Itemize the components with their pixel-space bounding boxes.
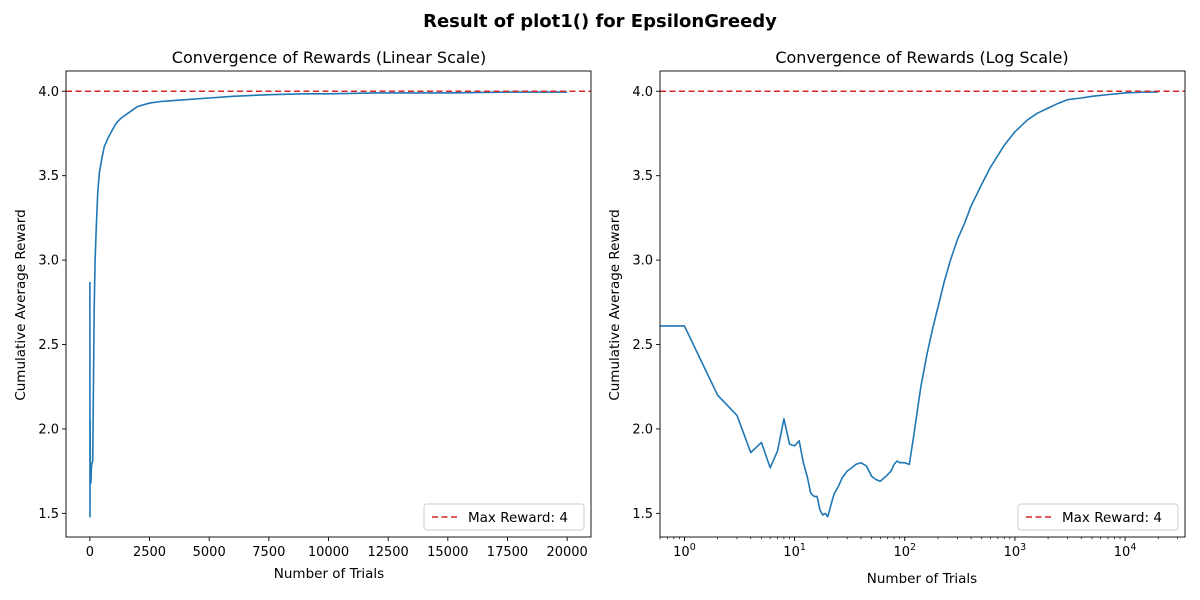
y-axis-label: Cumulative Average Reward: [13, 209, 29, 400]
x-tick-label: 20000: [546, 545, 587, 560]
axes-frame: [65, 70, 592, 538]
legend-label: Max Reward: 4: [468, 510, 568, 526]
legend-box: [423, 503, 585, 531]
x-tick-label: 10000: [308, 545, 349, 560]
x-tick-label: 7500: [252, 545, 285, 560]
x-tick-label: 12500: [367, 545, 408, 560]
figure-suptitle: Result of plot1() for EpsilonGreedy: [423, 11, 777, 32]
y-tick-label: 1.5: [632, 507, 653, 522]
series-line: [89, 91, 568, 518]
y-tick-label: 2.0: [38, 422, 59, 437]
y-tick-label: 1.5: [38, 507, 59, 522]
x-tick-label: 103: [1004, 542, 1027, 560]
x-tick-label: 100: [673, 542, 696, 560]
y-tick-label: 4.0: [632, 85, 653, 100]
y-tick-label: 2.5: [38, 338, 59, 353]
legend-box: [1017, 503, 1179, 531]
y-tick-label: 4.0: [38, 85, 59, 100]
legend: Max Reward: 4: [1017, 503, 1179, 531]
x-tick-label: 101: [783, 542, 806, 560]
linear-scale-chart: Convergence of Rewards (Linear Scale) Nu…: [13, 48, 592, 582]
log-scale-chart: Convergence of Rewards (Log Scale) Numbe…: [607, 48, 1186, 587]
x-tick-label: 5000: [193, 545, 226, 560]
x-tick-label: 104: [1114, 542, 1137, 560]
axes-frame: [659, 70, 1186, 538]
x-tick-label: 102: [893, 542, 916, 560]
x-axis-label: Number of Trials: [274, 566, 384, 582]
y-tick-label: 3.5: [632, 169, 653, 184]
series-line: [660, 91, 1159, 518]
chart-title: Convergence of Rewards (Linear Scale): [172, 48, 486, 67]
legend: Max Reward: 4: [423, 503, 585, 531]
legend-label: Max Reward: 4: [1062, 510, 1162, 526]
x-tick-label: 2500: [133, 545, 166, 560]
x-tick-label: 17500: [487, 545, 528, 560]
x-tick-label: 15000: [427, 545, 468, 560]
y-tick-label: 2.5: [632, 338, 653, 353]
y-tick-label: 3.0: [632, 254, 653, 269]
y-tick-label: 3.5: [38, 169, 59, 184]
chart-title: Convergence of Rewards (Log Scale): [775, 48, 1068, 67]
x-axis-label: Number of Trials: [867, 571, 977, 587]
y-axis-label: Cumulative Average Reward: [607, 209, 623, 400]
y-tick-label: 2.0: [632, 422, 653, 437]
x-tick-label: 0: [86, 545, 94, 560]
y-tick-label: 3.0: [38, 254, 59, 269]
